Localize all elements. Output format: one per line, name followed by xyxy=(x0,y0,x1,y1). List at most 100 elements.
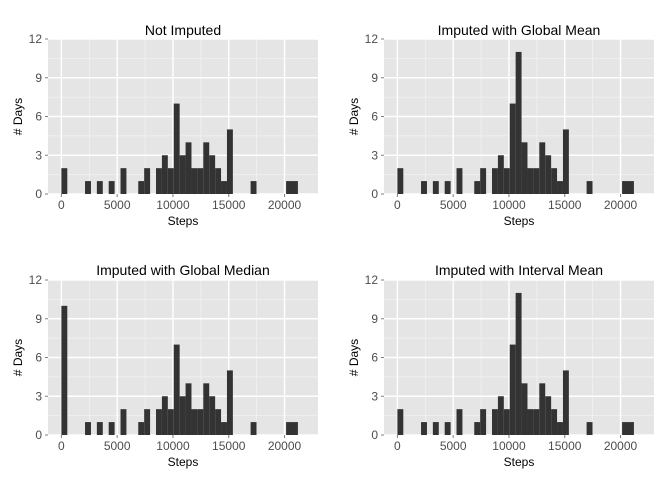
histogram-bar xyxy=(96,422,103,435)
panel-title: Not Imputed xyxy=(145,22,221,38)
histogram-bar xyxy=(108,422,115,435)
histogram-bar xyxy=(173,103,180,194)
panel-title: Imputed with Interval Mean xyxy=(435,262,603,278)
histogram-bar xyxy=(85,181,91,194)
histogram-bar xyxy=(432,181,439,194)
panel-title: Imputed with Global Median xyxy=(96,262,270,278)
histogram-bar xyxy=(509,103,516,194)
histogram-bar xyxy=(492,409,498,435)
y-tick-label: 3 xyxy=(35,148,42,162)
histogram-bar xyxy=(421,422,427,435)
y-tick-label: 6 xyxy=(35,351,42,365)
y-tick-label: 12 xyxy=(29,32,43,46)
histogram-bar xyxy=(221,181,227,194)
histogram-bar xyxy=(557,422,563,435)
y-axis-title: # Days xyxy=(11,339,25,376)
histogram-bar xyxy=(209,155,216,194)
histogram-bar xyxy=(221,422,227,435)
panel-title: Imputed with Global Mean xyxy=(438,22,601,38)
histogram-bar xyxy=(497,396,504,435)
histogram-bar xyxy=(562,129,569,194)
y-tick-label: 3 xyxy=(371,148,378,162)
y-tick-label: 9 xyxy=(371,312,378,326)
histogram-bar xyxy=(545,396,552,435)
histogram-bar xyxy=(539,383,546,435)
histogram-bar xyxy=(161,155,168,194)
x-tick-label: 5000 xyxy=(104,439,131,453)
histogram-bar xyxy=(397,409,404,435)
y-axis-title: # Days xyxy=(347,98,361,135)
histogram-bar xyxy=(474,422,481,435)
histogram-bar xyxy=(521,142,528,194)
histogram-bar xyxy=(515,292,522,435)
x-tick-label: 20000 xyxy=(604,439,638,453)
x-tick-label: 5000 xyxy=(440,198,467,212)
x-tick-label: 0 xyxy=(58,198,65,212)
histogram-bar xyxy=(456,409,463,435)
histogram-bar xyxy=(533,168,540,194)
histogram-bar xyxy=(167,168,174,194)
histogram-bar xyxy=(96,181,103,194)
histogram-bar xyxy=(197,409,204,435)
y-axis-title: # Days xyxy=(11,98,25,135)
y-tick-label: 9 xyxy=(35,71,42,85)
histogram-bar xyxy=(480,409,487,435)
y-tick-label: 0 xyxy=(371,187,378,201)
histogram-bar xyxy=(551,409,558,435)
histogram-bar xyxy=(503,409,510,435)
y-tick-label: 9 xyxy=(371,71,378,85)
x-tick-label: 10000 xyxy=(492,198,526,212)
histogram-bar xyxy=(250,181,257,194)
histogram-panel: 0 5000 10000 15000 20000 0 3 6 9 12 Imputed with G… xyxy=(11,262,318,469)
histogram-bar xyxy=(527,409,534,435)
histogram-bar xyxy=(250,422,257,435)
histogram-bar xyxy=(286,181,293,194)
histogram-bar xyxy=(203,142,210,194)
histogram-bar xyxy=(156,168,162,194)
histogram-bar xyxy=(167,409,174,435)
x-tick-label: 15000 xyxy=(212,439,246,453)
histogram-bar xyxy=(61,305,68,435)
x-tick-label: 5000 xyxy=(440,439,467,453)
histogram-bar xyxy=(138,181,145,194)
y-tick-label: 3 xyxy=(371,389,378,403)
histogram-bar xyxy=(562,370,569,435)
histogram-bar xyxy=(509,344,516,435)
histogram-bar xyxy=(456,168,463,194)
histogram-bar xyxy=(61,168,68,194)
histogram-bar xyxy=(179,396,186,435)
x-tick-label: 5000 xyxy=(104,198,131,212)
x-tick-label: 15000 xyxy=(212,198,246,212)
histogram-bar xyxy=(586,422,593,435)
histogram-bar xyxy=(421,181,427,194)
histogram-bar xyxy=(628,181,634,194)
histogram-bar xyxy=(628,422,634,435)
histogram-bar xyxy=(545,155,552,194)
histogram-bar xyxy=(286,422,293,435)
histogram-panel: 0 5000 10000 15000 20000 0 3 6 9 12 Imputed with I… xyxy=(347,262,654,469)
histogram-bar xyxy=(432,422,439,435)
histogram-bar xyxy=(292,181,298,194)
histogram-bar xyxy=(226,370,233,435)
histogram-bar xyxy=(480,168,487,194)
y-tick-label: 3 xyxy=(35,389,42,403)
y-tick-label: 0 xyxy=(35,187,42,201)
x-axis-title: Steps xyxy=(504,214,535,228)
histogram-bar xyxy=(533,409,540,435)
histogram-bar xyxy=(397,168,404,194)
histogram-bar xyxy=(215,168,222,194)
y-tick-label: 9 xyxy=(35,312,42,326)
histogram-bar xyxy=(622,422,629,435)
y-tick-label: 12 xyxy=(29,273,43,287)
histogram-bar xyxy=(292,422,298,435)
histogram-bar xyxy=(185,383,192,435)
histogram-bar xyxy=(173,344,180,435)
histogram-bar xyxy=(120,409,127,435)
histogram-bar xyxy=(85,422,91,435)
histogram-bar xyxy=(521,383,528,435)
histogram-panel: 0 5000 10000 15000 20000 0 3 6 9 12 Not Imputed Ste… xyxy=(11,22,318,228)
histogram-bar xyxy=(191,409,198,435)
histogram-bar xyxy=(108,181,115,194)
histogram-bar xyxy=(497,155,504,194)
